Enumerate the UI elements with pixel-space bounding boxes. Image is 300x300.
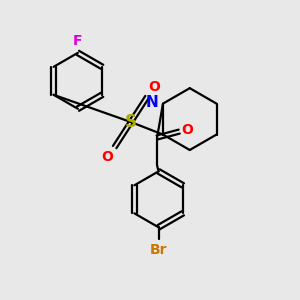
Text: O: O xyxy=(101,150,113,164)
Text: S: S xyxy=(125,113,137,131)
Text: O: O xyxy=(148,80,160,94)
Text: N: N xyxy=(146,95,159,110)
Text: Br: Br xyxy=(150,244,167,257)
Text: O: O xyxy=(182,123,194,137)
Text: F: F xyxy=(73,34,83,48)
